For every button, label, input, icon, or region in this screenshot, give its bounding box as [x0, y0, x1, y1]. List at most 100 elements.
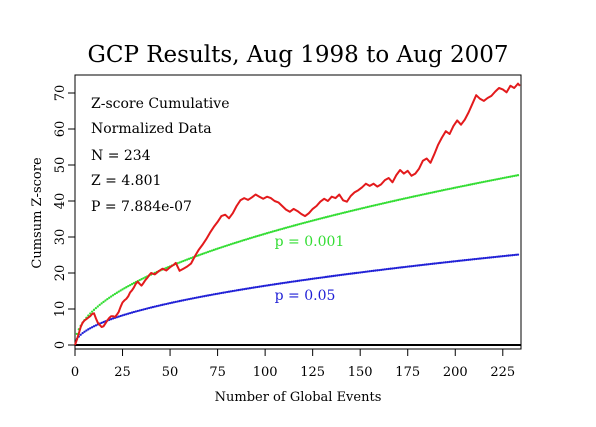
series-point — [412, 264, 415, 268]
series-point — [341, 273, 345, 276]
series-point — [334, 274, 337, 277]
series-point — [370, 269, 373, 273]
series-point — [513, 174, 516, 178]
series-point — [229, 290, 233, 293]
series-point — [212, 248, 215, 252]
series-point — [140, 278, 143, 281]
series-point — [178, 299, 181, 303]
series-point — [197, 254, 200, 257]
stats-line-5: P = 7.884e-07 — [91, 199, 192, 215]
series-point — [305, 220, 309, 224]
series-point — [239, 288, 242, 291]
series-point — [231, 242, 234, 245]
series-point — [476, 181, 480, 185]
series-point — [446, 260, 449, 264]
series-point — [303, 278, 307, 282]
series-point — [182, 299, 185, 302]
series-annotation-label: p = 0.001 — [275, 234, 345, 250]
series-point — [465, 258, 468, 262]
series-point — [106, 297, 109, 301]
series-point — [311, 219, 314, 222]
series-point — [419, 263, 423, 267]
series-point — [436, 262, 440, 265]
series-point — [165, 302, 168, 306]
series-point — [229, 243, 233, 246]
series-point — [423, 192, 426, 196]
series-point — [296, 279, 299, 283]
series-point — [454, 186, 457, 189]
series-point — [347, 272, 350, 276]
x-tick-label: 25 — [114, 365, 131, 380]
series-point — [326, 215, 330, 218]
series-point — [216, 292, 219, 295]
series-point — [303, 221, 307, 224]
series-point — [220, 291, 223, 295]
series-point — [273, 283, 276, 286]
series-point — [482, 180, 485, 184]
series-point — [187, 297, 191, 301]
series-point — [412, 195, 415, 198]
series-point — [450, 260, 453, 263]
series-point — [94, 324, 98, 327]
series-point — [398, 198, 402, 201]
series-point — [138, 309, 141, 312]
series-point — [263, 284, 267, 287]
series-point — [149, 306, 153, 309]
series-point — [138, 278, 141, 282]
plot-frame — [74, 74, 522, 350]
series-point — [288, 225, 291, 228]
series-point — [96, 305, 99, 308]
series-point — [355, 271, 358, 275]
series-point — [353, 272, 356, 275]
series-point — [408, 196, 411, 199]
series-point — [222, 291, 225, 294]
series-point — [387, 267, 390, 271]
series-point — [115, 291, 118, 294]
series-point — [345, 273, 349, 276]
series-point — [359, 271, 362, 274]
series-point — [467, 183, 470, 187]
series-point — [486, 179, 489, 183]
series-point — [476, 257, 480, 260]
series-point — [214, 292, 217, 296]
series-point — [478, 257, 482, 260]
series-point — [378, 268, 381, 272]
series-point — [444, 261, 447, 264]
series-point — [273, 229, 276, 233]
series-point — [315, 218, 318, 221]
series-point — [414, 264, 417, 267]
series-point — [480, 257, 484, 260]
series-point — [256, 285, 259, 289]
series-point — [328, 275, 331, 278]
series-point — [400, 266, 404, 269]
series-point — [389, 267, 392, 270]
series-point — [376, 203, 379, 206]
stats-line-1: Z-score Cumulative — [91, 96, 229, 112]
series-point — [117, 290, 120, 293]
series-point — [330, 275, 333, 278]
series-point — [484, 256, 487, 260]
series-point — [201, 295, 204, 298]
series-point — [311, 277, 314, 280]
series-point — [286, 226, 290, 229]
series-point — [482, 257, 485, 260]
series-point — [262, 233, 265, 236]
y-tick-label: 50 — [53, 157, 68, 174]
series-point — [364, 270, 368, 273]
series-point — [220, 246, 223, 249]
series-point — [511, 175, 514, 178]
series-point — [111, 294, 115, 297]
stats-box: Z-score Cumulative Normalized Data N = 2… — [91, 96, 229, 215]
series-point — [414, 195, 417, 198]
series-point — [155, 305, 158, 308]
series-point — [338, 212, 341, 215]
series-point — [286, 281, 290, 284]
series-point — [381, 202, 385, 205]
series-point — [372, 269, 375, 272]
series-point — [351, 272, 354, 275]
series-point — [94, 306, 98, 310]
series-point — [309, 219, 312, 223]
x-axis-label: Number of Global Events — [215, 390, 382, 405]
series-p05 — [75, 253, 520, 341]
series-point — [288, 280, 291, 284]
